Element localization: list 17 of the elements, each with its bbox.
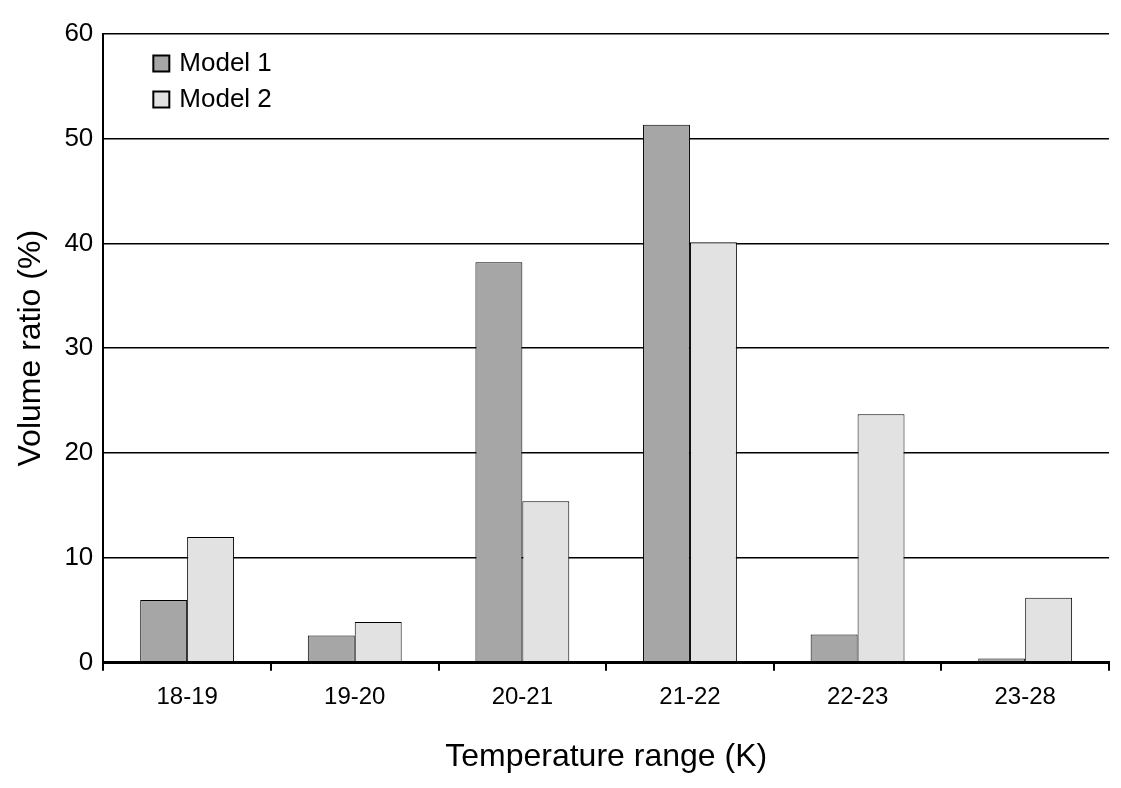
y-tick-label: 40 [64,226,94,257]
legend-label: Model 1 [179,46,272,77]
y-tick-label: 50 [64,121,94,152]
x-tick-label: 21-22 [659,681,721,709]
legend-label: Model 2 [179,82,272,113]
x-tick-label: 20-21 [491,681,554,709]
x-tick-label: 22-23 [826,681,889,709]
y-tick-label: 30 [64,331,94,362]
y-axis-title: Volume ratio (%) [11,229,48,467]
y-tick-label: 0 [78,645,94,676]
y-tick-label: 20 [64,436,94,467]
y-tick-label: 10 [64,541,94,572]
x-tick-label: 18-19 [156,681,218,709]
x-tick-label: 23-28 [994,681,1056,709]
x-tick-label: 19-20 [324,681,386,709]
x-axis-title: Temperature range (K) [445,736,768,773]
y-tick-label: 60 [64,16,94,47]
